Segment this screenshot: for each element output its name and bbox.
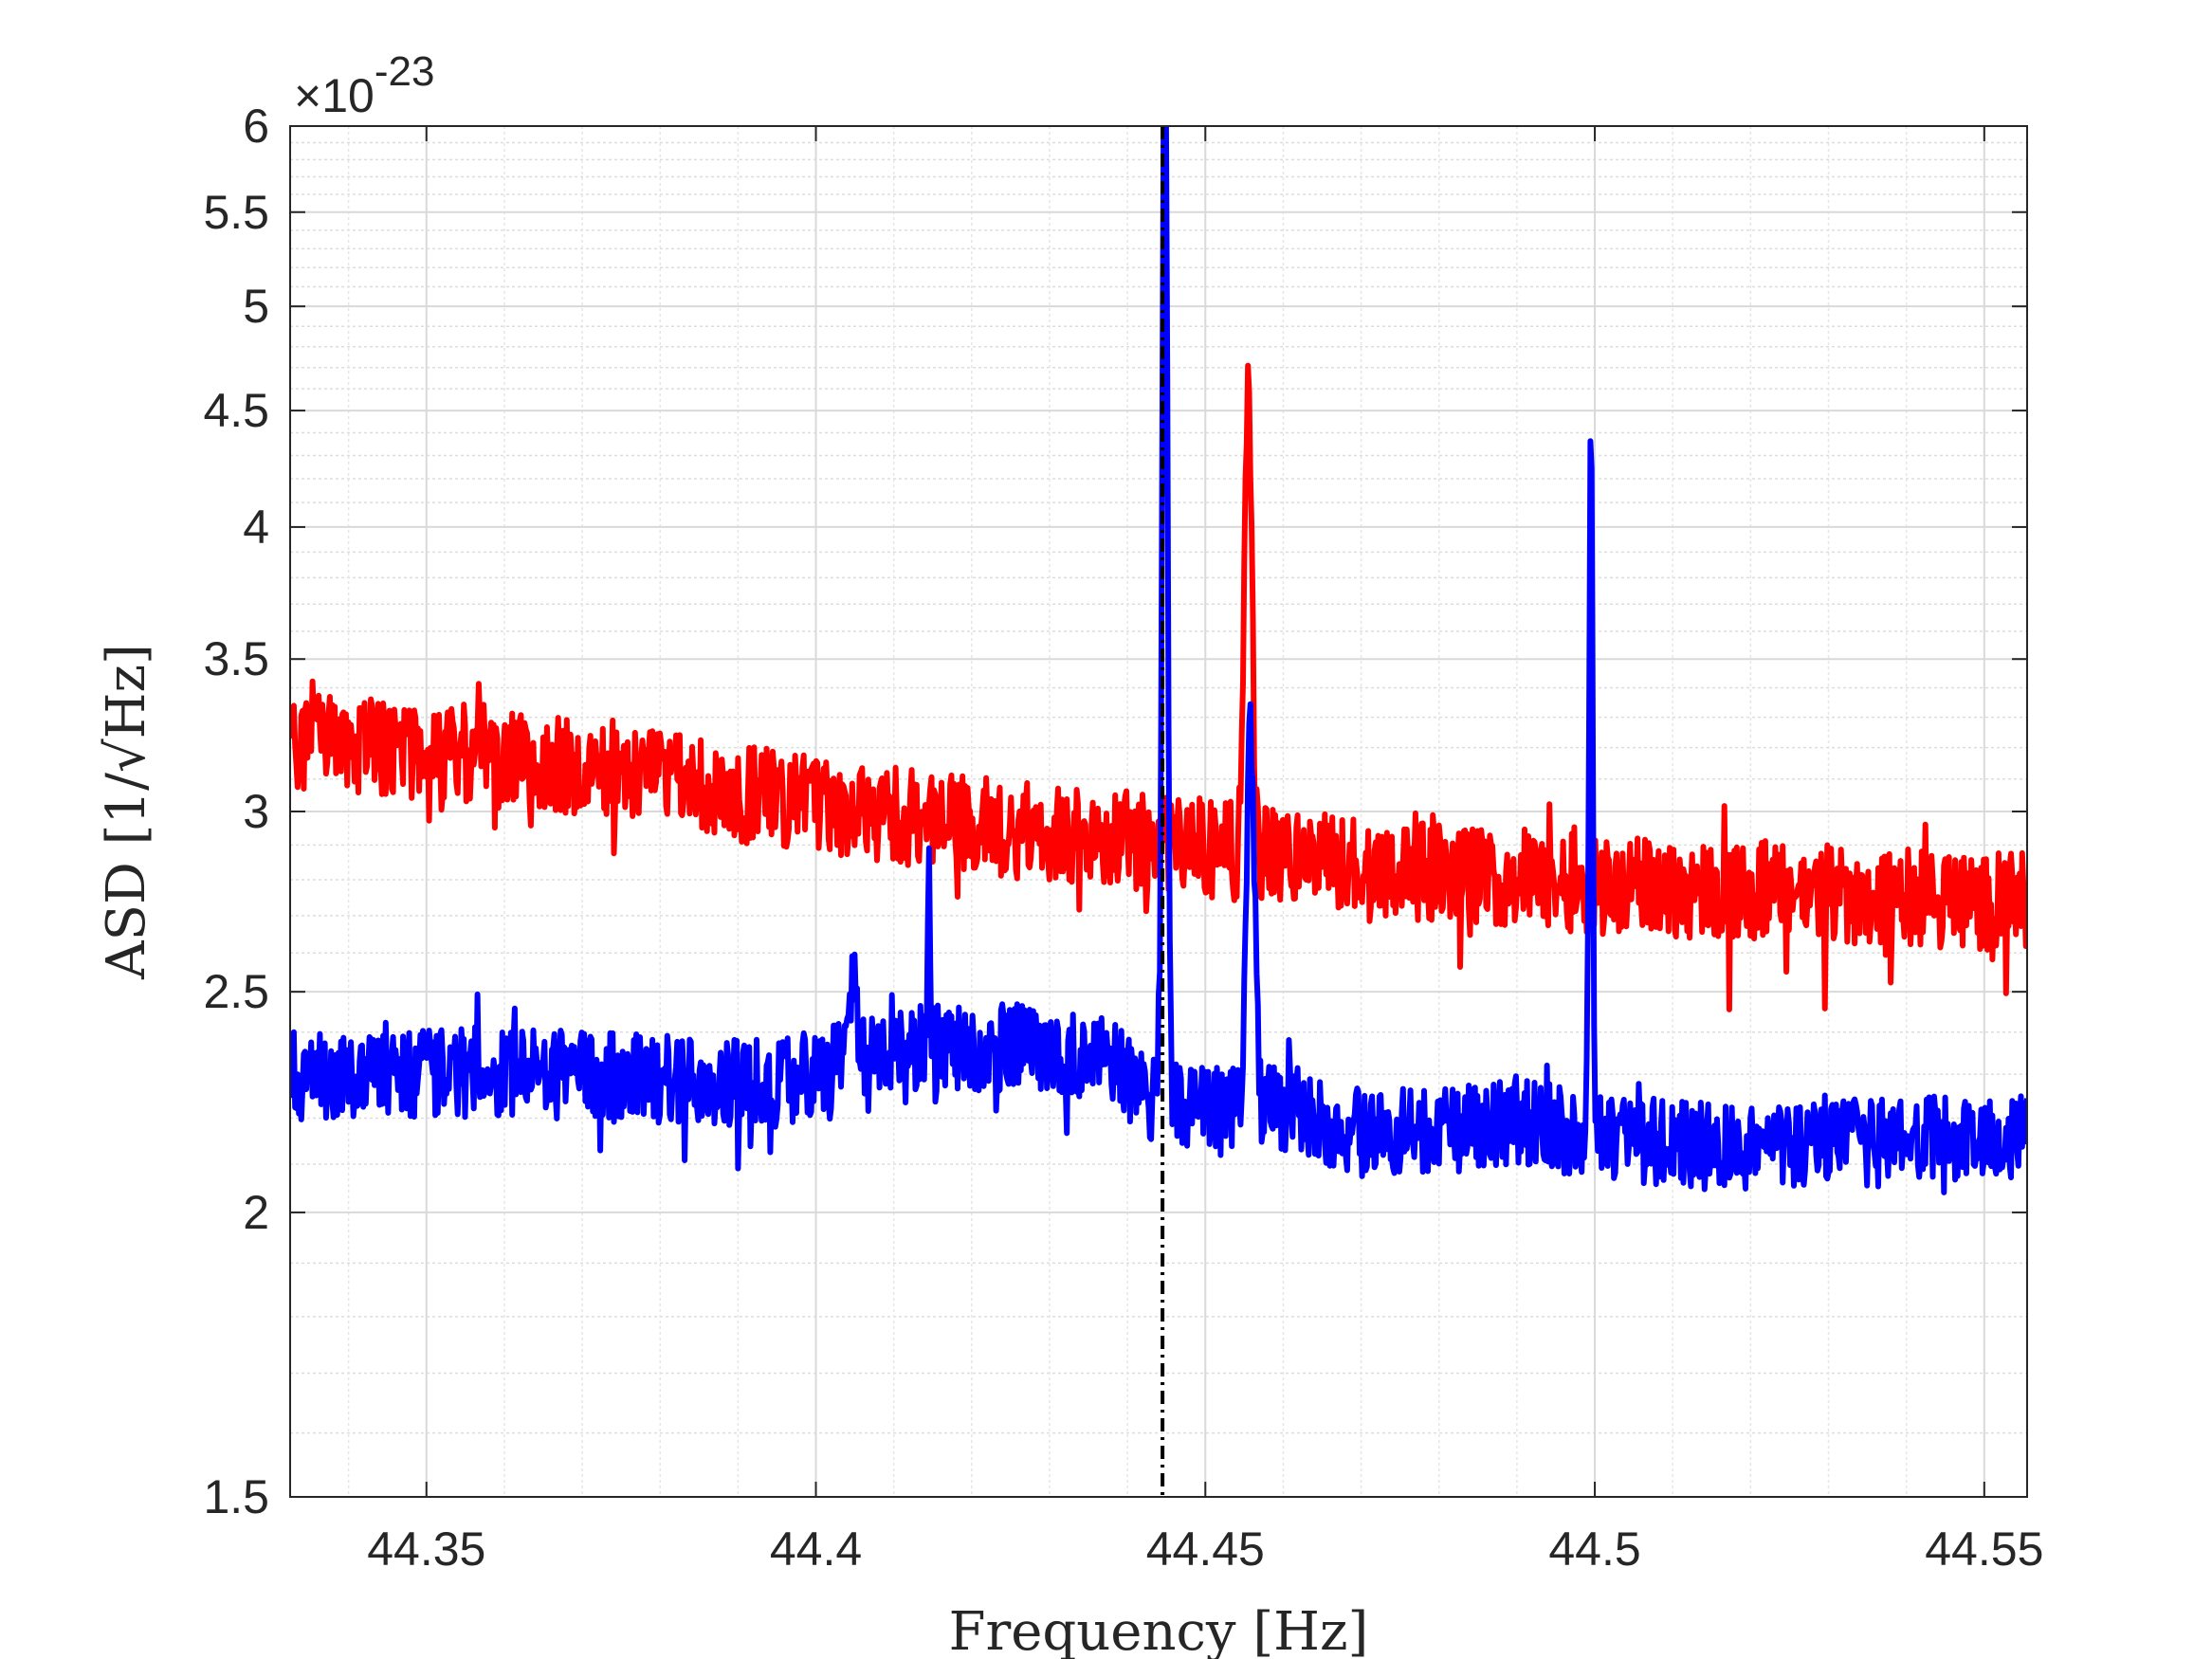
y-exponent: ×10-23 <box>294 48 434 122</box>
y-tick-label: 2.5 <box>203 965 269 1018</box>
y-tick-label: 3 <box>243 785 269 838</box>
y-tick-label: 5 <box>243 280 269 333</box>
x-tick-label: 44.4 <box>770 1522 862 1576</box>
y-tick-label: 2 <box>243 1186 269 1239</box>
x-tick-label: 44.35 <box>367 1522 485 1576</box>
y-exponent-power: -23 <box>375 48 435 95</box>
x-tick-label: 44.55 <box>1925 1522 2043 1576</box>
series-blue-line <box>290 126 2027 1195</box>
y-tick-label: 4.5 <box>203 384 269 437</box>
y-tick-label: 1.5 <box>203 1470 269 1523</box>
x-tick-label: 44.5 <box>1548 1522 1640 1576</box>
y-tick-label: 4 <box>243 501 269 554</box>
y-tick-label: 3.5 <box>203 632 269 685</box>
series-layer <box>290 126 2027 1195</box>
y-axis-ticks: 1.5 2 2.5 3 3.5 4 4.5 5 5.5 6 <box>203 100 2027 1523</box>
y-tick-label: 6 <box>243 100 269 153</box>
x-axis-ticks: 44.35 44.4 44.45 44.5 44.55 <box>367 126 2043 1576</box>
y-exponent-base: ×10 <box>294 69 375 122</box>
x-axis-label: Frequency [Hz] <box>949 1601 1369 1659</box>
y-axis-label: ASD [1/√Hz] <box>96 644 157 980</box>
x-tick-label: 44.45 <box>1146 1522 1265 1576</box>
y-tick-label: 5.5 <box>203 186 269 239</box>
